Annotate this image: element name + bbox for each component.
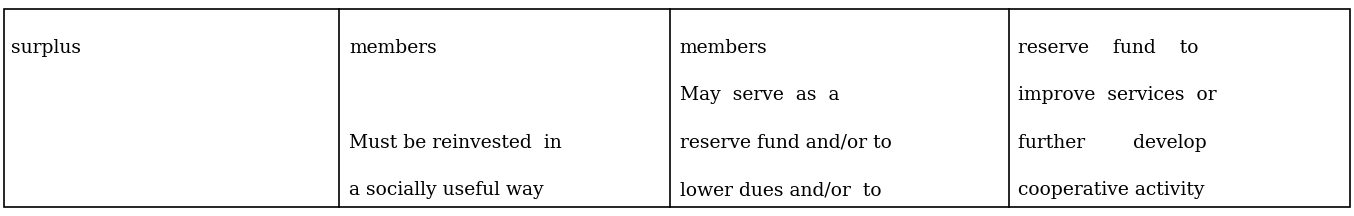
Text: May  serve  as  a: May serve as a bbox=[680, 86, 839, 104]
Text: cooperative activity: cooperative activity bbox=[1018, 181, 1205, 199]
Text: members: members bbox=[680, 39, 768, 57]
Text: further        develop: further develop bbox=[1018, 134, 1206, 152]
Text: improve  services  or: improve services or bbox=[1018, 86, 1217, 104]
Text: reserve fund and/or to: reserve fund and/or to bbox=[680, 134, 891, 152]
Text: lower dues and/or  to: lower dues and/or to bbox=[680, 181, 881, 199]
Text: members: members bbox=[349, 39, 437, 57]
Text: reserve    fund    to: reserve fund to bbox=[1018, 39, 1198, 57]
Text: a socially useful way: a socially useful way bbox=[349, 181, 544, 199]
Text: Must be reinvested  in: Must be reinvested in bbox=[349, 134, 562, 152]
Text: surplus: surplus bbox=[11, 39, 81, 57]
